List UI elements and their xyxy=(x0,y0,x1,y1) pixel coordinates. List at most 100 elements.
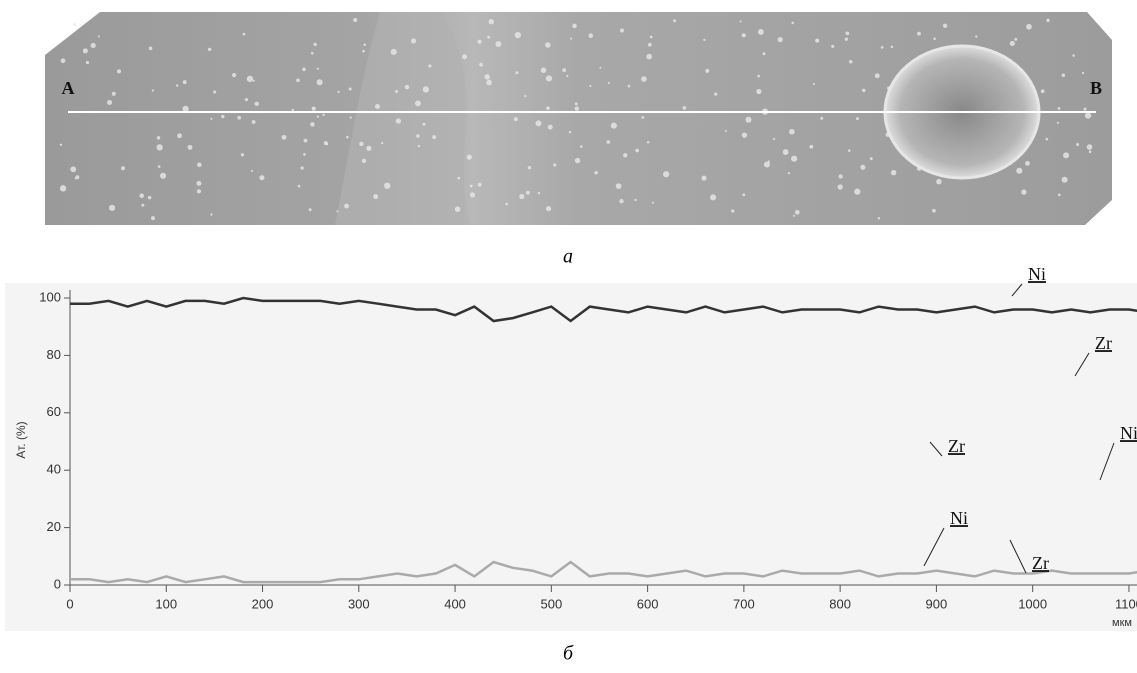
particle xyxy=(569,37,572,40)
x-tick-label: 100 xyxy=(155,596,177,611)
particle xyxy=(322,113,325,117)
x-tick-label: 0 xyxy=(66,596,73,611)
particle xyxy=(845,31,850,36)
annotation: Ni xyxy=(950,508,968,528)
particle xyxy=(709,194,717,201)
particle xyxy=(479,62,483,67)
particle xyxy=(417,144,421,148)
particle xyxy=(148,46,153,51)
particle xyxy=(1045,137,1049,141)
particle xyxy=(505,202,509,206)
particle xyxy=(647,42,652,47)
particle xyxy=(462,54,467,60)
particle xyxy=(880,45,884,49)
particle xyxy=(404,84,410,90)
particle xyxy=(337,90,340,94)
sem-band xyxy=(335,12,470,225)
particle xyxy=(116,69,122,74)
particle xyxy=(157,165,161,168)
particle xyxy=(519,193,525,200)
particle xyxy=(1009,40,1015,47)
particle xyxy=(580,145,583,148)
particle xyxy=(589,85,592,88)
particle xyxy=(477,39,482,44)
particle xyxy=(1014,37,1018,41)
x-tick-label: 600 xyxy=(637,596,659,611)
particle xyxy=(361,158,367,164)
particle xyxy=(887,86,891,91)
particle xyxy=(302,67,306,72)
particle xyxy=(890,45,894,49)
particle xyxy=(373,194,379,200)
x-tick-label: 1000 xyxy=(1018,596,1047,611)
particle xyxy=(1025,160,1030,166)
particle xyxy=(562,68,567,73)
particle xyxy=(619,28,624,33)
particle xyxy=(1061,73,1066,77)
particle xyxy=(885,132,891,137)
particle xyxy=(607,81,610,85)
particle xyxy=(1016,167,1023,174)
caption-b: б xyxy=(563,643,574,665)
particle xyxy=(791,155,798,162)
annotation: Ni xyxy=(1120,423,1137,443)
particle xyxy=(1088,150,1092,154)
particle xyxy=(1046,18,1050,23)
particle xyxy=(207,47,212,52)
particle xyxy=(374,104,380,109)
x-tick-label: 800 xyxy=(829,596,851,611)
particle xyxy=(1086,144,1093,150)
particle xyxy=(877,217,881,220)
particle xyxy=(250,169,254,172)
particle xyxy=(296,78,300,83)
sem-image: A B xyxy=(45,12,1112,225)
y-tick-label: 20 xyxy=(47,519,61,534)
particle xyxy=(1056,121,1059,124)
particle xyxy=(281,134,287,140)
particle xyxy=(572,23,577,29)
particle xyxy=(809,144,814,149)
particle xyxy=(635,148,639,153)
particle xyxy=(477,182,482,187)
x-tick-label: 200 xyxy=(252,596,274,611)
particle xyxy=(70,166,77,173)
particle xyxy=(619,199,624,204)
particle xyxy=(73,23,77,27)
particle xyxy=(792,214,795,217)
particle xyxy=(623,153,628,158)
x-tick-label: 400 xyxy=(444,596,466,611)
particle xyxy=(428,64,432,68)
particle xyxy=(682,106,687,110)
particle xyxy=(244,98,249,102)
annotation: Zr xyxy=(948,436,965,456)
particle xyxy=(303,153,306,156)
particle xyxy=(838,174,843,179)
particle xyxy=(336,210,339,213)
x-tick-label: 700 xyxy=(733,596,755,611)
particle xyxy=(574,106,580,111)
particle xyxy=(346,135,349,139)
particle xyxy=(349,116,352,119)
particle xyxy=(313,42,317,47)
particle xyxy=(187,144,193,150)
particle xyxy=(59,143,63,146)
annotation: Ni xyxy=(1028,264,1046,284)
particle xyxy=(111,91,116,96)
particle xyxy=(942,23,948,28)
particle xyxy=(60,58,66,64)
particle xyxy=(242,32,246,36)
particle xyxy=(917,31,921,36)
particle xyxy=(546,106,550,110)
annotation-leader xyxy=(1009,539,1027,574)
particle xyxy=(156,136,161,140)
particle xyxy=(182,80,187,85)
annotation-leader xyxy=(923,527,945,567)
particle xyxy=(594,170,598,175)
particle xyxy=(177,133,182,139)
annotation-leader xyxy=(929,441,943,457)
particle xyxy=(366,145,372,151)
particle xyxy=(196,189,202,194)
particle xyxy=(300,166,304,170)
particle xyxy=(432,135,437,140)
y-tick-label: 0 xyxy=(54,576,61,591)
